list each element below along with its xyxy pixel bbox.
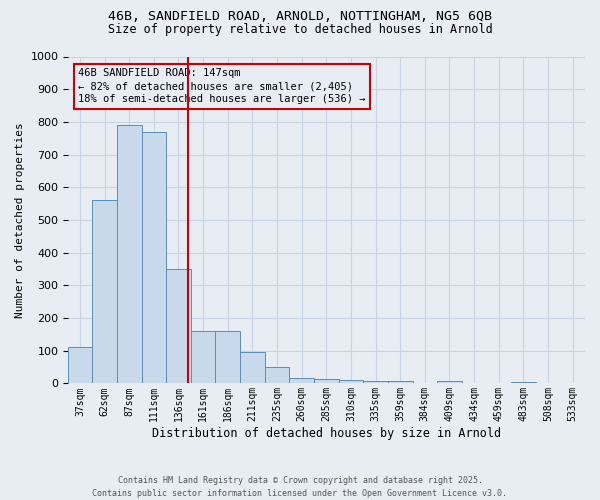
Bar [68,348,92,384]
Bar [215,331,240,384]
Bar [191,331,215,384]
Bar [240,352,265,384]
Bar [142,132,166,384]
Bar [511,382,536,384]
Bar [289,378,314,384]
Text: 46B SANDFIELD ROAD: 147sqm
← 82% of detached houses are smaller (2,405)
18% of s: 46B SANDFIELD ROAD: 147sqm ← 82% of deta… [78,68,365,104]
Bar [314,379,338,384]
Text: Contains HM Land Registry data © Crown copyright and database right 2025.
Contai: Contains HM Land Registry data © Crown c… [92,476,508,498]
Text: Size of property relative to detached houses in Arnold: Size of property relative to detached ho… [107,22,493,36]
Bar [265,367,289,384]
Bar [166,269,191,384]
Bar [437,381,462,384]
X-axis label: Distribution of detached houses by size in Arnold: Distribution of detached houses by size … [152,427,501,440]
Bar [92,200,117,384]
Text: 46B, SANDFIELD ROAD, ARNOLD, NOTTINGHAM, NG5 6QB: 46B, SANDFIELD ROAD, ARNOLD, NOTTINGHAM,… [108,10,492,23]
Bar [338,380,363,384]
Y-axis label: Number of detached properties: Number of detached properties [15,122,25,318]
Bar [388,381,413,384]
Bar [363,381,388,384]
Bar [117,125,142,384]
